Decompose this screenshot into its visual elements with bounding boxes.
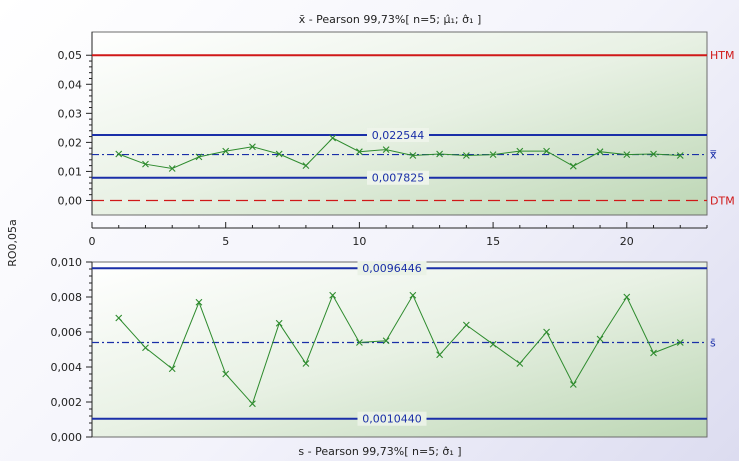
plot-area [91,261,708,438]
y-tick-label: 0,006 [51,326,83,339]
y-tick-label: 0,02 [58,136,83,149]
data-point [676,152,684,159]
y-axis-label: RO0,05a [6,219,19,267]
data-point [382,337,390,345]
data-point [676,339,684,346]
data-point [275,150,283,158]
data-point [516,360,524,367]
limit-label-bg [367,127,429,142]
y-tick-label: 0,000 [51,431,83,444]
y-tick-label: 0,01 [58,165,83,178]
y-tick-label: 0,008 [51,291,83,304]
limit-label-bg [357,261,427,276]
y-tick-label: 0,002 [51,396,83,409]
data-point [382,146,390,154]
data-point [409,152,417,159]
data-point [142,344,149,352]
y-tick-label: 0,03 [58,107,83,120]
limit-name-label: HTM [710,49,734,62]
data-point [275,319,283,327]
data-point [222,370,230,378]
series-line [118,137,681,170]
data-point [142,160,149,168]
data-point [596,335,604,343]
data-point [489,151,497,158]
data-point [489,340,497,348]
data-point [462,152,470,159]
series-line [118,294,681,405]
y-tick-label: 0,00 [58,194,83,207]
limit-name-label: DTM [710,194,735,207]
limit-value-label: 0,022544 [372,129,425,142]
data-point [302,162,310,170]
limit-label-bg [367,170,429,185]
y-tick-label: 0,04 [58,78,83,91]
chart-title: s - Pearson 99,73%[ n=5; σ̂₁ ] [298,445,461,458]
data-point [409,291,417,299]
data-point [543,328,550,336]
x-tick-label: 5 [222,235,229,248]
x-tick-label: 10 [352,235,366,248]
limit-value-label: 0,007825 [372,172,425,185]
data-point [543,147,550,155]
data-point [329,291,337,299]
data-point [356,148,363,156]
x-tick-label: 15 [486,235,500,248]
data-point [436,351,443,359]
y-tick-label: 0,004 [51,361,83,374]
limit-value-label: 0,0096446 [362,262,422,275]
data-point [516,147,524,155]
data-point [596,148,604,156]
data-point [329,134,337,142]
limit-name-label: x̿ [710,149,717,162]
data-point [195,298,203,306]
data-point [302,360,310,367]
data-point [462,321,470,329]
data-point [168,365,176,373]
data-point [569,381,577,388]
data-point [249,400,256,408]
limit-name-label: s̄ [710,337,716,350]
y-tick-label: 0,010 [51,256,83,269]
y-tick-label: 0,05 [58,49,83,62]
data-point [195,153,203,161]
data-point [650,349,657,357]
chart-title: x̄ - Pearson 99,73%[ n=5; µ̂₁; σ̂₁ ] [299,13,482,26]
data-point [249,143,256,151]
data-point [222,147,230,155]
limit-value-label: 0,0010440 [362,413,422,426]
data-point [569,162,577,170]
data-point [356,339,363,346]
data-point [623,151,631,158]
data-point [650,150,657,158]
data-point [436,150,443,158]
data-point [168,165,176,172]
data-point [623,293,631,301]
x-tick-label: 0 [89,235,96,248]
data-point [115,314,123,322]
limit-label-bg [357,411,427,426]
plot-area [91,31,708,216]
x-tick-label: 20 [620,235,634,248]
data-point [115,150,123,158]
